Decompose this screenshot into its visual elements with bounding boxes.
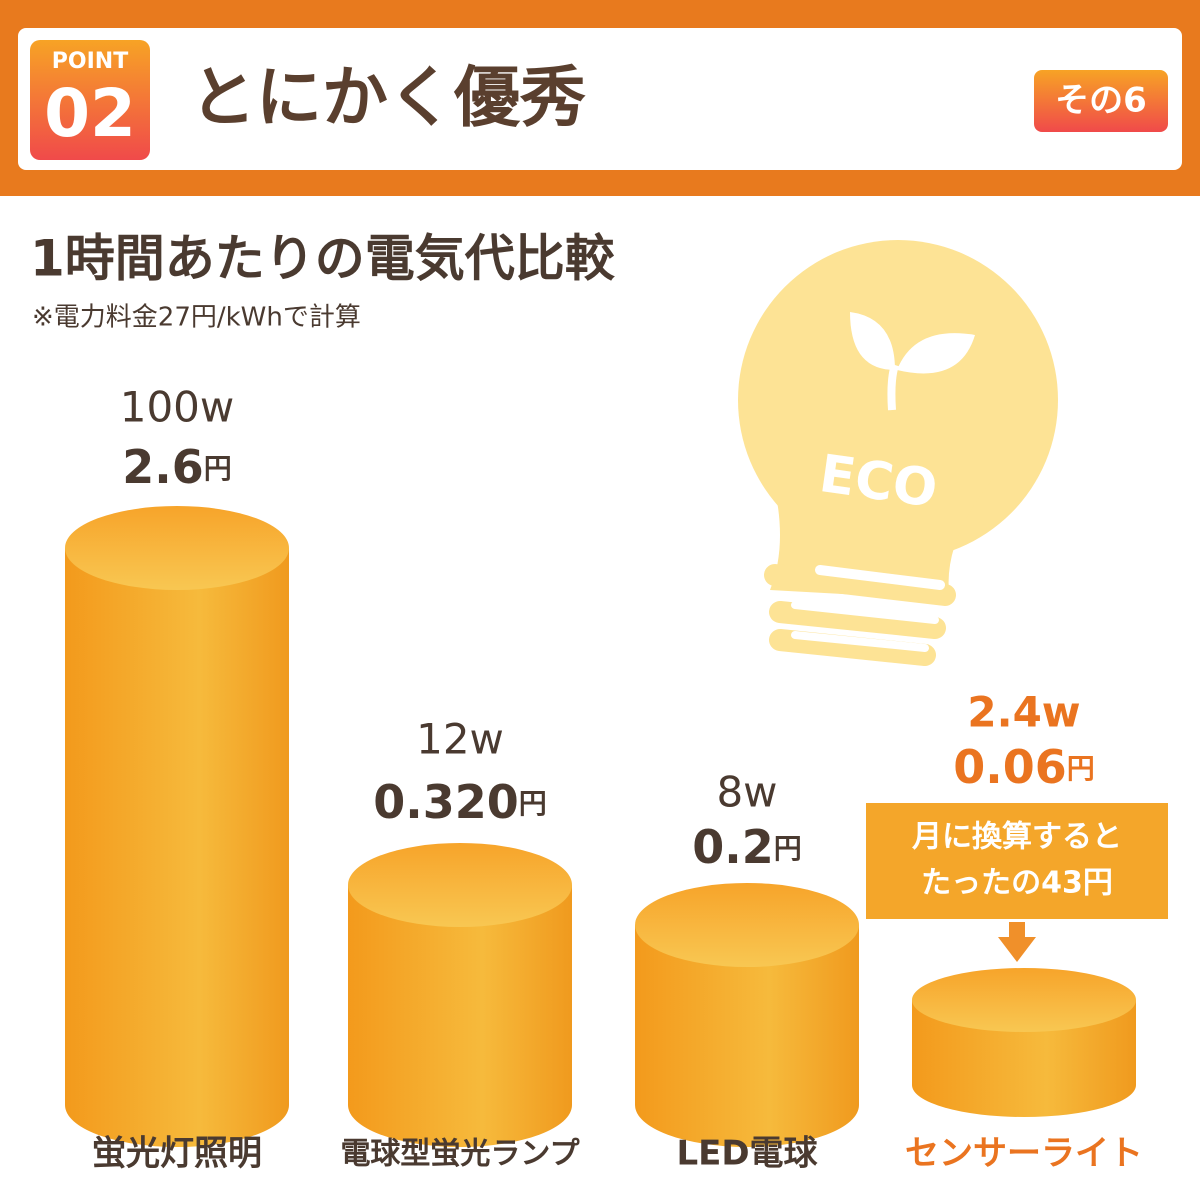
cylinder-body xyxy=(912,1000,1136,1117)
tag xyxy=(1034,70,1168,132)
item-label: 電球型蛍光ランプ xyxy=(340,1137,580,1172)
cost-value: 0.06 xyxy=(953,740,1067,794)
callout-line: 月に換算すると xyxy=(912,820,1122,855)
header-title: とにかく優秀 xyxy=(190,59,586,136)
cost-value: 0.320 xyxy=(373,775,519,829)
cylinder-top xyxy=(635,883,859,967)
wattage: 100w xyxy=(120,383,235,432)
wattage: 8w xyxy=(716,768,777,817)
cylinder-top xyxy=(65,506,289,590)
note: ※電力料金27円/kWhで計算 xyxy=(32,303,361,333)
tag-text: その6 xyxy=(1055,81,1147,121)
cost: 0.06円 xyxy=(953,740,1095,794)
item-label: センサーライト xyxy=(905,1134,1143,1174)
cost-unit: 円 xyxy=(519,787,547,820)
callout-line: たったの43円 xyxy=(921,866,1113,901)
cost-unit: 円 xyxy=(774,832,802,865)
cost-value: 0.2 xyxy=(692,820,774,874)
badge-number: 02 xyxy=(44,75,136,152)
wattage: 2.4w xyxy=(967,688,1080,737)
subtitle: 1時間あたりの電気代比較 xyxy=(30,230,616,288)
cylinder-top xyxy=(348,843,572,927)
cost-unit: 円 xyxy=(204,452,232,485)
callout-box xyxy=(866,803,1168,919)
cylinder-body xyxy=(348,885,572,1147)
cost: 2.6円 xyxy=(122,440,232,494)
cost-unit: 円 xyxy=(1067,752,1095,785)
cylinder-top xyxy=(912,968,1136,1032)
cylinder-body xyxy=(635,925,859,1147)
cost-value: 2.6 xyxy=(122,440,204,494)
wattage: 12w xyxy=(416,715,504,764)
cost: 0.320円 xyxy=(373,775,547,829)
badge xyxy=(30,40,150,160)
eco-bulb xyxy=(738,240,1058,666)
badge-label: POINT xyxy=(52,49,128,74)
header-panel xyxy=(18,28,1182,170)
cost: 0.2円 xyxy=(692,820,802,874)
callout-arrow xyxy=(998,922,1036,962)
item-label: LED電球 xyxy=(676,1134,818,1174)
cylinder-body xyxy=(65,548,289,1147)
item-label: 蛍光灯照明 xyxy=(92,1134,262,1174)
